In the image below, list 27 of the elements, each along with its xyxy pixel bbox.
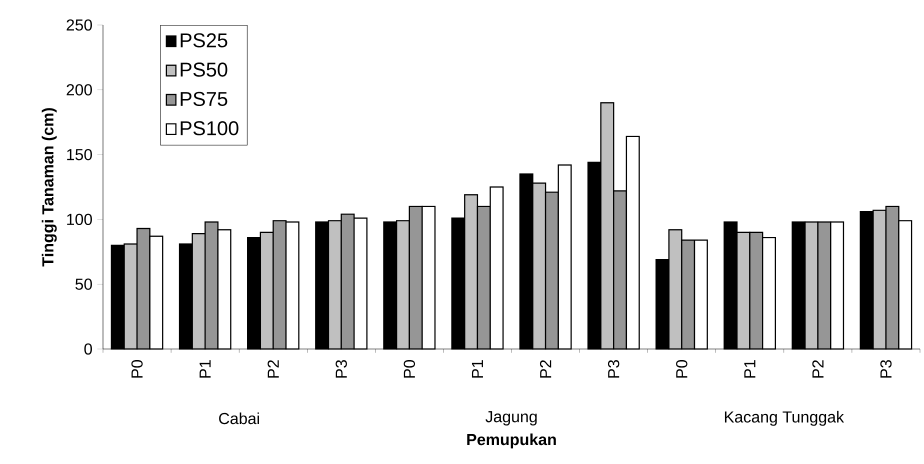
x-tick-label: P3	[608, 360, 620, 378]
x-tick-label: P3	[336, 360, 347, 378]
x-tick-label: P0	[131, 360, 143, 378]
x-tick-label: P0	[404, 360, 416, 378]
x-tick-label: P2	[268, 360, 279, 378]
legend-label: PS50	[180, 62, 228, 77]
x-tick-label: P2	[540, 360, 552, 378]
y-tick-label: 250	[66, 19, 92, 31]
y-axis-title: Tinggi Tanaman (cm)	[42, 108, 57, 267]
y-tick-label: 50	[75, 278, 92, 290]
legend-label: PS100	[180, 121, 238, 136]
y-tick-label: 0	[84, 343, 92, 355]
text: Jagung	[486, 411, 537, 426]
x-tick-label: P1	[472, 360, 483, 378]
x-axis-title: Pemupukan	[467, 433, 556, 448]
y-tick-label: 150	[67, 148, 92, 160]
x-tick-label: P1	[200, 360, 211, 378]
y-tick-label: 100	[67, 214, 92, 226]
legend-label: PS75	[180, 92, 228, 106]
text: Kacang Tunggak	[724, 410, 844, 426]
x-tick-label: P1	[744, 360, 756, 378]
text: Cabai	[219, 412, 259, 424]
y-tick-label: 200	[66, 84, 92, 96]
x-tick-label: P2	[812, 360, 824, 378]
x-tick-label: P0	[676, 360, 688, 378]
legend-label: PS25	[180, 33, 228, 48]
x-tick-label: P3	[880, 360, 892, 378]
